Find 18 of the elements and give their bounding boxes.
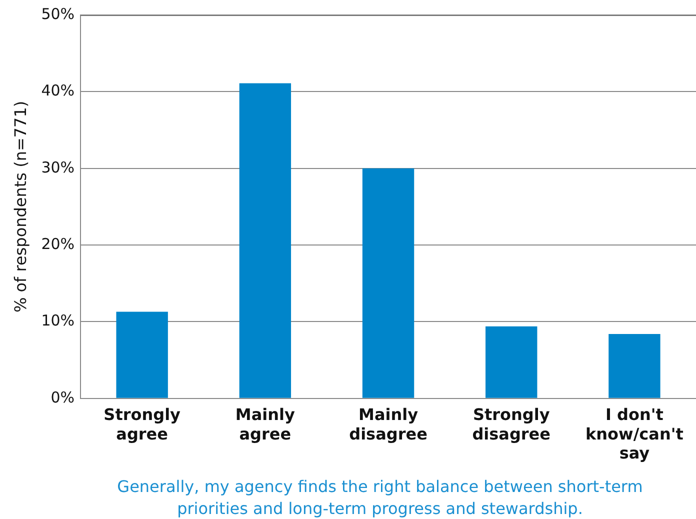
x-tick-label: I don't know/can't say (586, 405, 684, 463)
bar (608, 334, 660, 398)
bar (362, 168, 414, 398)
bar (486, 326, 538, 398)
x-tick-label: Mainly agree (235, 405, 296, 444)
bar (116, 312, 168, 398)
y-axis-title: % of respondents (n=771) (10, 100, 30, 313)
bar (239, 83, 292, 398)
y-tick-label: 10% (41, 312, 75, 330)
y-tick-label: 30% (41, 158, 75, 176)
x-tick-label: Strongly disagree (472, 405, 551, 444)
x-tick-label: Mainly disagree (349, 405, 428, 444)
y-tick-label: 50% (41, 4, 75, 23)
y-tick-label: 40% (41, 82, 75, 100)
y-tick-label: 0% (50, 388, 75, 406)
x-tick-label: Strongly agree (104, 405, 182, 444)
y-tick-label: 20% (41, 234, 75, 253)
x-axis-title: Generally, my agency finds the right balance between short-term priorities and long-term progress and stewardship. (116, 476, 644, 519)
